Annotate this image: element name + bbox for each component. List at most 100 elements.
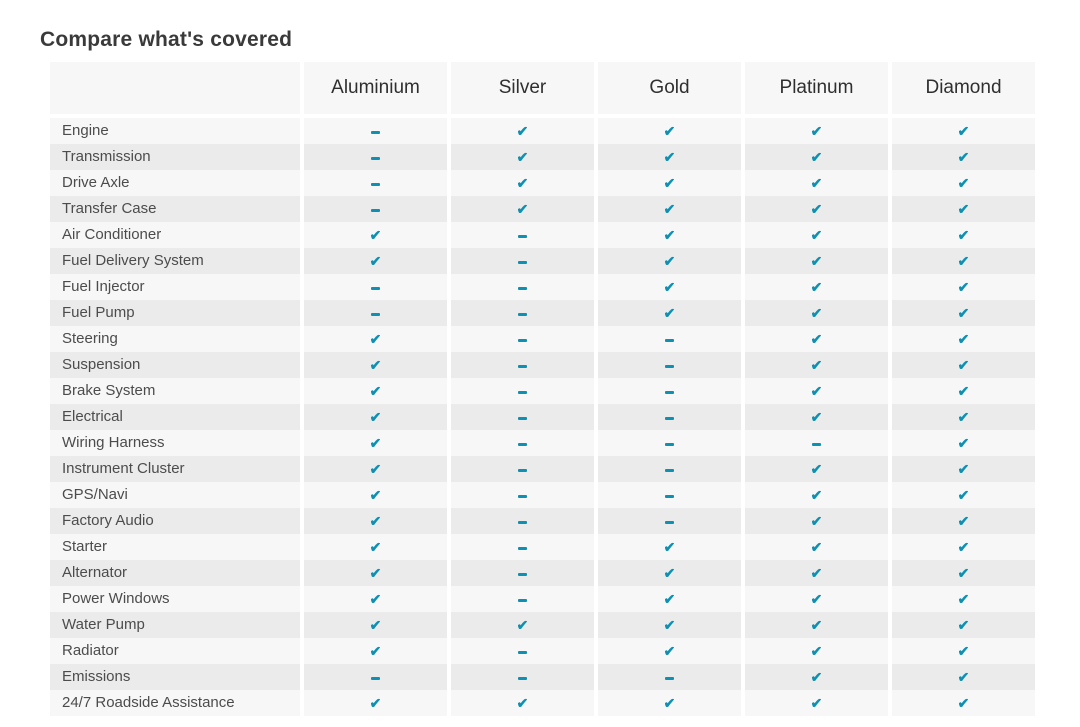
- check-icon: ✔: [957, 669, 970, 685]
- covered-cell: ✔: [304, 508, 447, 534]
- check-icon: ✔: [663, 149, 676, 165]
- check-icon: ✔: [369, 539, 382, 555]
- row-label: Suspension: [50, 352, 300, 378]
- check-icon: ✔: [663, 123, 676, 139]
- not-covered-cell: [451, 456, 594, 482]
- covered-cell: ✔: [892, 144, 1035, 170]
- row-label: Electrical: [50, 404, 300, 430]
- not-covered-cell: [451, 404, 594, 430]
- covered-cell: ✔: [745, 378, 888, 404]
- check-icon: ✔: [957, 227, 970, 243]
- table-row: Steering ✔ ✔ ✔: [50, 326, 1035, 352]
- check-icon: ✔: [810, 591, 823, 607]
- dash-icon: [518, 469, 527, 472]
- check-icon: ✔: [810, 149, 823, 165]
- table-row: Emissions ✔ ✔: [50, 664, 1035, 690]
- covered-cell: ✔: [892, 690, 1035, 716]
- covered-cell: ✔: [745, 170, 888, 196]
- covered-cell: ✔: [598, 118, 741, 144]
- check-icon: ✔: [516, 201, 529, 217]
- covered-cell: ✔: [892, 248, 1035, 274]
- table-row: Suspension ✔ ✔ ✔: [50, 352, 1035, 378]
- covered-cell: ✔: [598, 274, 741, 300]
- check-icon: ✔: [369, 383, 382, 399]
- table-row: 24/7 Roadside Assistance ✔ ✔ ✔ ✔ ✔: [50, 690, 1035, 716]
- not-covered-cell: [451, 352, 594, 378]
- row-label: Fuel Pump: [50, 300, 300, 326]
- covered-cell: ✔: [745, 326, 888, 352]
- covered-cell: ✔: [598, 196, 741, 222]
- covered-cell: ✔: [304, 690, 447, 716]
- table-row: Drive Axle ✔ ✔ ✔ ✔: [50, 170, 1035, 196]
- not-covered-cell: [304, 664, 447, 690]
- covered-cell: ✔: [892, 352, 1035, 378]
- covered-cell: ✔: [745, 534, 888, 560]
- check-icon: ✔: [663, 695, 676, 711]
- check-icon: ✔: [810, 279, 823, 295]
- covered-cell: ✔: [304, 378, 447, 404]
- table-row: Fuel Pump ✔ ✔ ✔: [50, 300, 1035, 326]
- row-label: Emissions: [50, 664, 300, 690]
- row-label: Radiator: [50, 638, 300, 664]
- covered-cell: ✔: [745, 482, 888, 508]
- dash-icon: [518, 547, 527, 550]
- not-covered-cell: [598, 508, 741, 534]
- not-covered-cell: [451, 534, 594, 560]
- check-icon: ✔: [663, 201, 676, 217]
- row-label: GPS/Navi: [50, 482, 300, 508]
- table-row: Radiator ✔ ✔ ✔ ✔: [50, 638, 1035, 664]
- check-icon: ✔: [957, 253, 970, 269]
- not-covered-cell: [451, 248, 594, 274]
- check-icon: ✔: [369, 409, 382, 425]
- table-row: Air Conditioner ✔ ✔ ✔ ✔: [50, 222, 1035, 248]
- column-header-aluminium: Aluminium: [304, 62, 447, 114]
- check-icon: ✔: [516, 175, 529, 191]
- dash-icon: [665, 677, 674, 680]
- not-covered-cell: [451, 638, 594, 664]
- row-label: Air Conditioner: [50, 222, 300, 248]
- header-spacer: [50, 62, 300, 114]
- covered-cell: ✔: [451, 690, 594, 716]
- covered-cell: ✔: [892, 612, 1035, 638]
- row-label: 24/7 Roadside Assistance: [50, 690, 300, 716]
- not-covered-cell: [451, 326, 594, 352]
- check-icon: ✔: [810, 487, 823, 503]
- covered-cell: ✔: [892, 118, 1035, 144]
- covered-cell: ✔: [892, 378, 1035, 404]
- covered-cell: ✔: [745, 404, 888, 430]
- covered-cell: ✔: [304, 482, 447, 508]
- check-icon: ✔: [663, 227, 676, 243]
- not-covered-cell: [451, 300, 594, 326]
- coverage-comparison-table: Aluminium Silver Gold Platinum Diamond Engin…: [50, 62, 1035, 716]
- check-icon: ✔: [663, 643, 676, 659]
- dash-icon: [518, 365, 527, 368]
- covered-cell: ✔: [451, 118, 594, 144]
- check-icon: ✔: [810, 539, 823, 555]
- check-icon: ✔: [957, 383, 970, 399]
- covered-cell: ✔: [598, 170, 741, 196]
- table-row: Fuel Injector ✔ ✔ ✔: [50, 274, 1035, 300]
- table-row: Power Windows ✔ ✔ ✔ ✔: [50, 586, 1035, 612]
- covered-cell: ✔: [598, 586, 741, 612]
- not-covered-cell: [304, 144, 447, 170]
- dash-icon: [518, 677, 527, 680]
- table-row: Alternator ✔ ✔ ✔ ✔: [50, 560, 1035, 586]
- covered-cell: ✔: [745, 586, 888, 612]
- covered-cell: ✔: [745, 638, 888, 664]
- covered-cell: ✔: [304, 352, 447, 378]
- dash-icon: [518, 261, 527, 264]
- row-label: Fuel Injector: [50, 274, 300, 300]
- check-icon: ✔: [957, 643, 970, 659]
- dash-icon: [371, 131, 380, 134]
- covered-cell: ✔: [304, 222, 447, 248]
- covered-cell: ✔: [598, 612, 741, 638]
- row-label: Alternator: [50, 560, 300, 586]
- check-icon: ✔: [663, 279, 676, 295]
- check-icon: ✔: [810, 565, 823, 581]
- check-icon: ✔: [810, 175, 823, 191]
- check-icon: ✔: [957, 123, 970, 139]
- covered-cell: ✔: [304, 612, 447, 638]
- covered-cell: ✔: [745, 144, 888, 170]
- not-covered-cell: [451, 560, 594, 586]
- not-covered-cell: [304, 170, 447, 196]
